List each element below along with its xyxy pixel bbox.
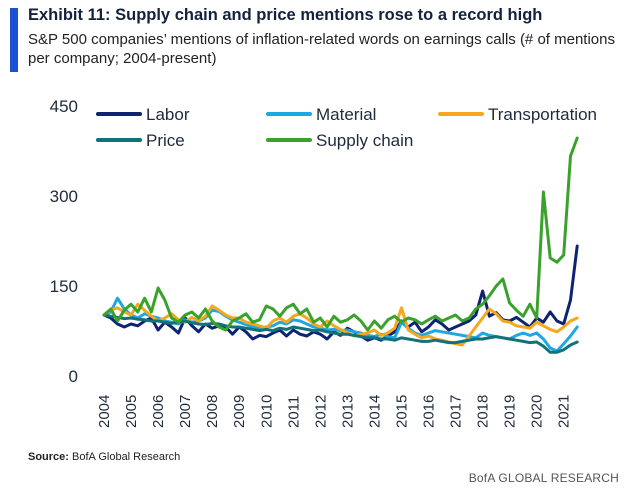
branding-footer: BofA GLOBAL RESEARCH: [468, 471, 619, 485]
x-axis: 2004 2005 2006 2007 2008 2009 2010 2011 2012 2013…: [96, 395, 573, 428]
legend-label-transportation: Transportation: [488, 105, 597, 124]
legend-label-price: Price: [146, 131, 185, 150]
y-tick-label: 450: [50, 97, 78, 116]
legend-label-labor: Labor: [146, 105, 190, 124]
x-tick-label: 2005: [123, 395, 140, 428]
x-tick-label: 2017: [448, 395, 465, 428]
x-tick-label: 2014: [366, 395, 383, 428]
x-tick-label: 2009: [231, 395, 248, 428]
x-tick-label: 2006: [150, 395, 167, 428]
x-tick-label: 2016: [421, 395, 438, 428]
exhibit-title: Exhibit 11: Supply chain and price menti…: [28, 6, 543, 24]
x-tick-label: 2012: [312, 395, 329, 428]
series-line-material: [102, 296, 579, 353]
series-line-supply-chain: [102, 136, 579, 332]
plot-lines: [102, 136, 579, 354]
source-text: BofA Global Research: [72, 451, 181, 463]
x-tick-label: 2004: [96, 395, 113, 428]
x-tick-label: 2007: [177, 395, 194, 428]
y-tick-label: 0: [69, 367, 78, 386]
exhibit-subtitle: S&P 500 companies’ mentions of inflation…: [28, 31, 615, 67]
y-tick-label: 150: [50, 277, 78, 296]
x-tick-label: 2021: [556, 395, 573, 428]
x-tick-label: 2011: [285, 396, 302, 428]
source-label: Source:: [28, 451, 69, 463]
chart-legend: Labor Material Transportation Price Supply c…: [96, 105, 597, 150]
x-tick-label: 2013: [339, 395, 356, 428]
source-note: Source: BofA Global Research: [28, 451, 180, 463]
x-tick-label: 2020: [529, 395, 546, 428]
x-tick-label: 2019: [502, 395, 519, 428]
x-tick-label: 2018: [475, 395, 492, 428]
accent-bar: [10, 8, 18, 72]
y-axis: 0 150 300 450: [50, 97, 78, 386]
x-tick-label: 2008: [204, 395, 221, 428]
x-tick-label: 2010: [258, 395, 275, 428]
x-tick-label: 2015: [393, 395, 410, 428]
series-line-price: [102, 313, 579, 354]
legend-label-material: Material: [316, 105, 376, 124]
y-tick-label: 300: [50, 187, 78, 206]
legend-label-supply-chain: Supply chain: [316, 131, 413, 150]
